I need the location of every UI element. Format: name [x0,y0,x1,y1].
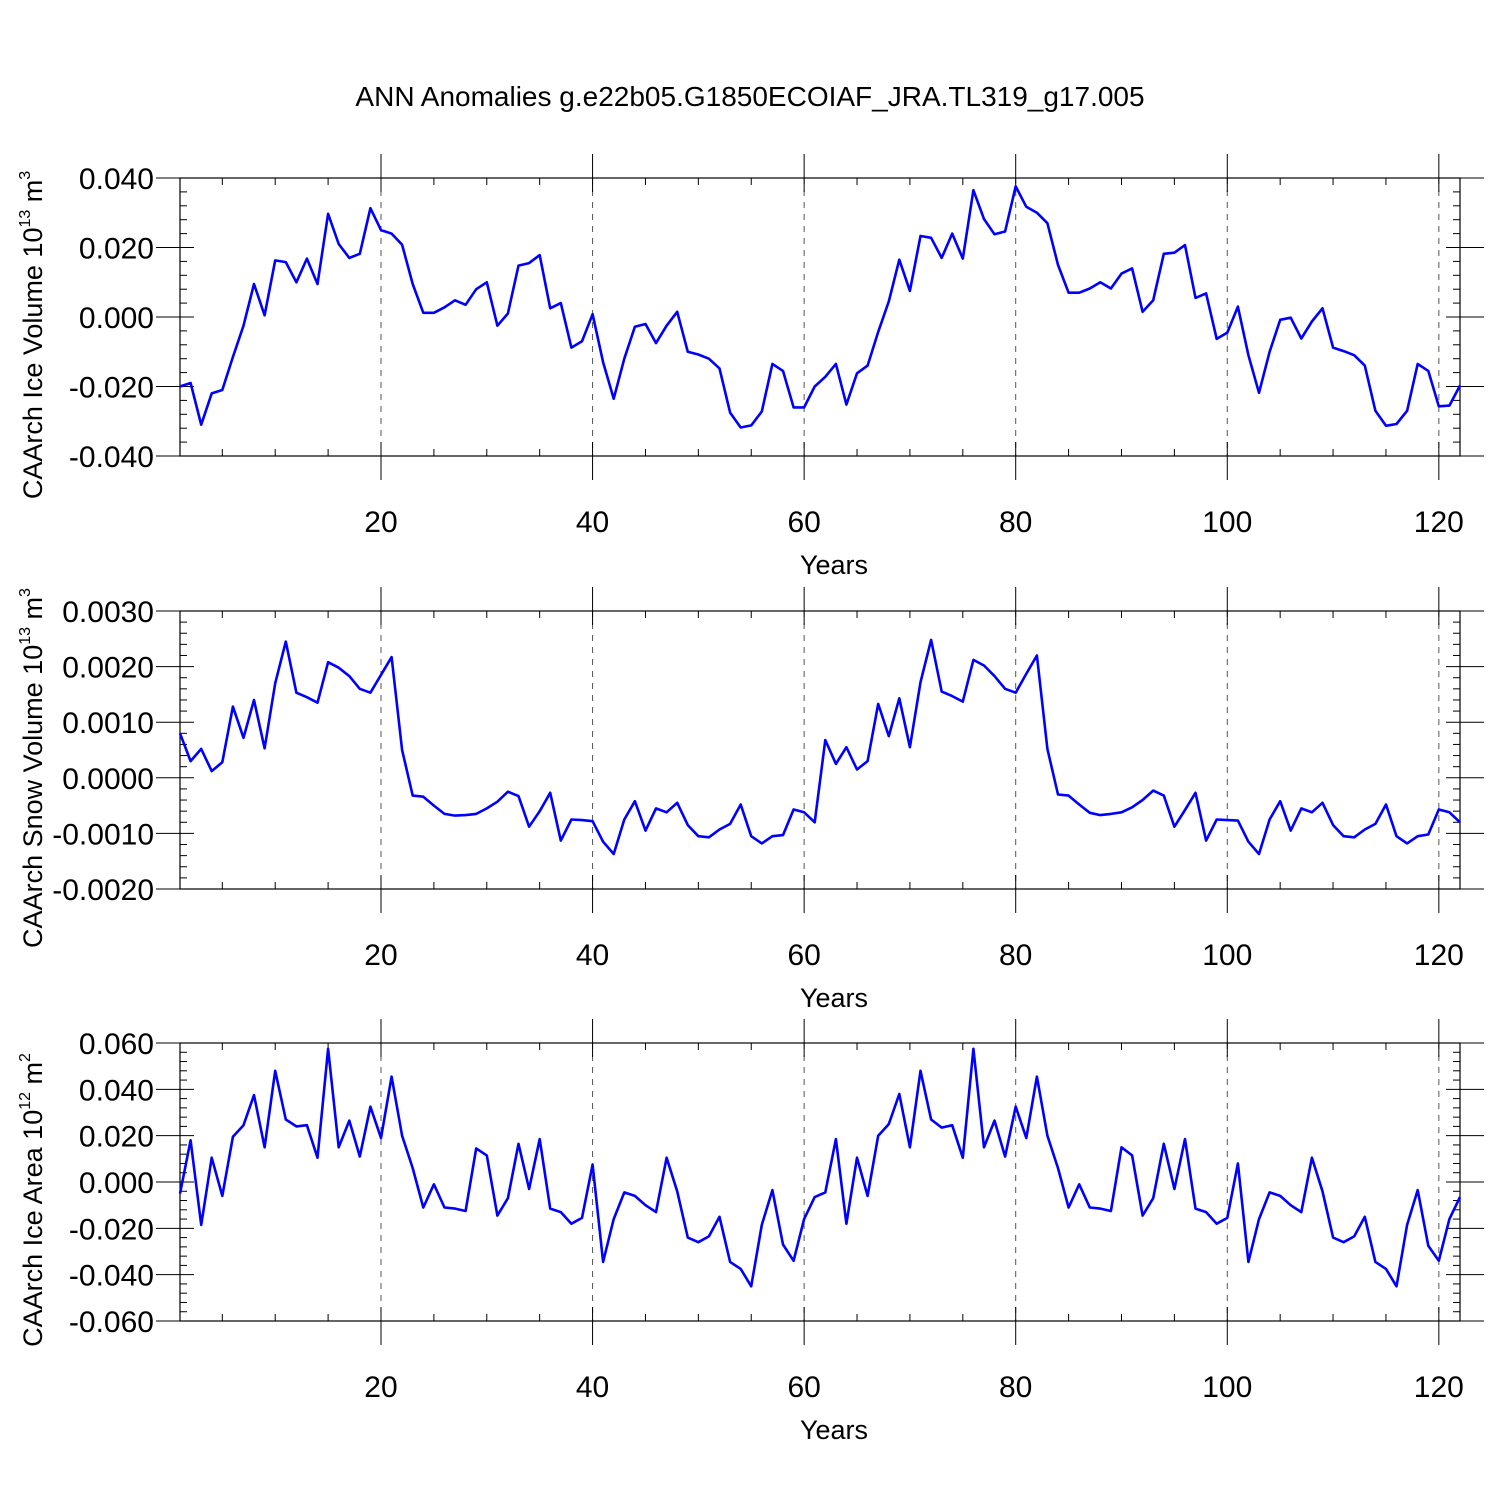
series-line [178,1047,1462,1288]
y-axis-title-unit: m [18,1062,48,1092]
y-tick-label: 0.000 [79,1167,154,1200]
y-tick-label: -0.020 [69,372,154,405]
x-tick-label: 60 [787,939,820,972]
x-axis-title: Years [800,550,868,580]
x-tick-label: 40 [576,506,609,539]
x-tick-label: 80 [999,1371,1032,1404]
y-tick-label: -0.020 [69,1213,154,1246]
plot-frame [179,177,1461,457]
y-tick-label: 0.000 [79,302,154,335]
y-tick-label: -0.040 [69,1260,154,1293]
y-axis-title-main: CAArch Ice Area 10 [18,1110,48,1347]
y-axis-title-unit: m [18,180,48,210]
y-tick-label: 0.0000 [62,763,154,796]
plot-frame [179,1042,1461,1322]
y-axis-title: CAArch Snow Volume 1013 m3 [17,588,48,948]
panel-2: -0.0020 -0.0010 0.0000 0.0010 0.0020 0.0030 20… [17,587,1484,1013]
y-axis-title: CAArch Ice Volume 1013 m3 [17,171,48,499]
y-axis-title: CAArch Ice Area 1012 m2 [17,1053,48,1347]
x-tick-label: 60 [787,1371,820,1404]
x-tick-label: 40 [576,1371,609,1404]
x-tick-label: 20 [364,939,397,972]
y-tick-label: -0.060 [69,1306,154,1339]
y-axis-title-unit-exponent: 2 [17,1053,34,1062]
panel-3: -0.060 -0.040 -0.020 0.000 0.020 0.040 0.060 20… [17,1019,1484,1445]
series-line [178,638,1461,856]
x-tick-label: 80 [999,939,1032,972]
x-axis-title: Years [800,983,868,1013]
x-tick-label: 100 [1202,506,1252,539]
panels: -0.040 -0.020 0.000 0.020 0.040 20 40 60 80 100 12… [17,154,1484,1445]
x-axis-title: Years [800,1415,868,1445]
y-axis-title-unit: m [18,597,48,627]
x-tick-label: 100 [1202,1371,1252,1404]
y-tick-label: -0.040 [69,441,154,474]
y-axis-title-exponent: 13 [17,210,34,228]
y-axis-title-unit-exponent: 3 [17,588,34,597]
x-tick-label: 120 [1414,506,1464,539]
x-tick-label: 60 [787,506,820,539]
x-tick-label: 40 [576,939,609,972]
x-tick-label: 120 [1414,939,1464,972]
y-tick-label: 0.0020 [62,652,154,685]
x-tick-label: 20 [364,1371,397,1404]
y-tick-label: 0.060 [79,1028,154,1061]
y-tick-label: 0.040 [79,163,154,196]
y-tick-label: 0.020 [79,233,154,266]
x-tick-label: 120 [1414,1371,1464,1404]
y-tick-label: 0.0010 [62,707,154,740]
x-tick-label: 20 [364,506,397,539]
y-axis-title-unit-exponent: 3 [17,171,34,180]
y-axis-title-main: CAArch Ice Volume 10 [18,228,48,500]
y-tick-label: -0.0020 [52,874,154,907]
y-tick-label: 0.0030 [62,596,154,629]
y-tick-label: -0.0010 [52,818,154,851]
y-axis-title-exponent: 13 [17,627,34,645]
y-tick-label: 0.020 [79,1121,154,1154]
y-tick-label: 0.040 [79,1074,154,1107]
y-axis-title-exponent: 12 [17,1092,34,1110]
figure-title: ANN Anomalies g.e22b05.G1850ECOIAF_JRA.T… [355,81,1144,112]
panel-1: -0.040 -0.020 0.000 0.020 0.040 20 40 60 80 100 12… [17,154,1484,580]
series-line [179,185,1462,429]
x-tick-label: 100 [1202,939,1252,972]
y-axis-title-main: CAArch Snow Volume 10 [18,645,48,948]
plot-frame [179,610,1461,890]
x-tick-label: 80 [999,506,1032,539]
